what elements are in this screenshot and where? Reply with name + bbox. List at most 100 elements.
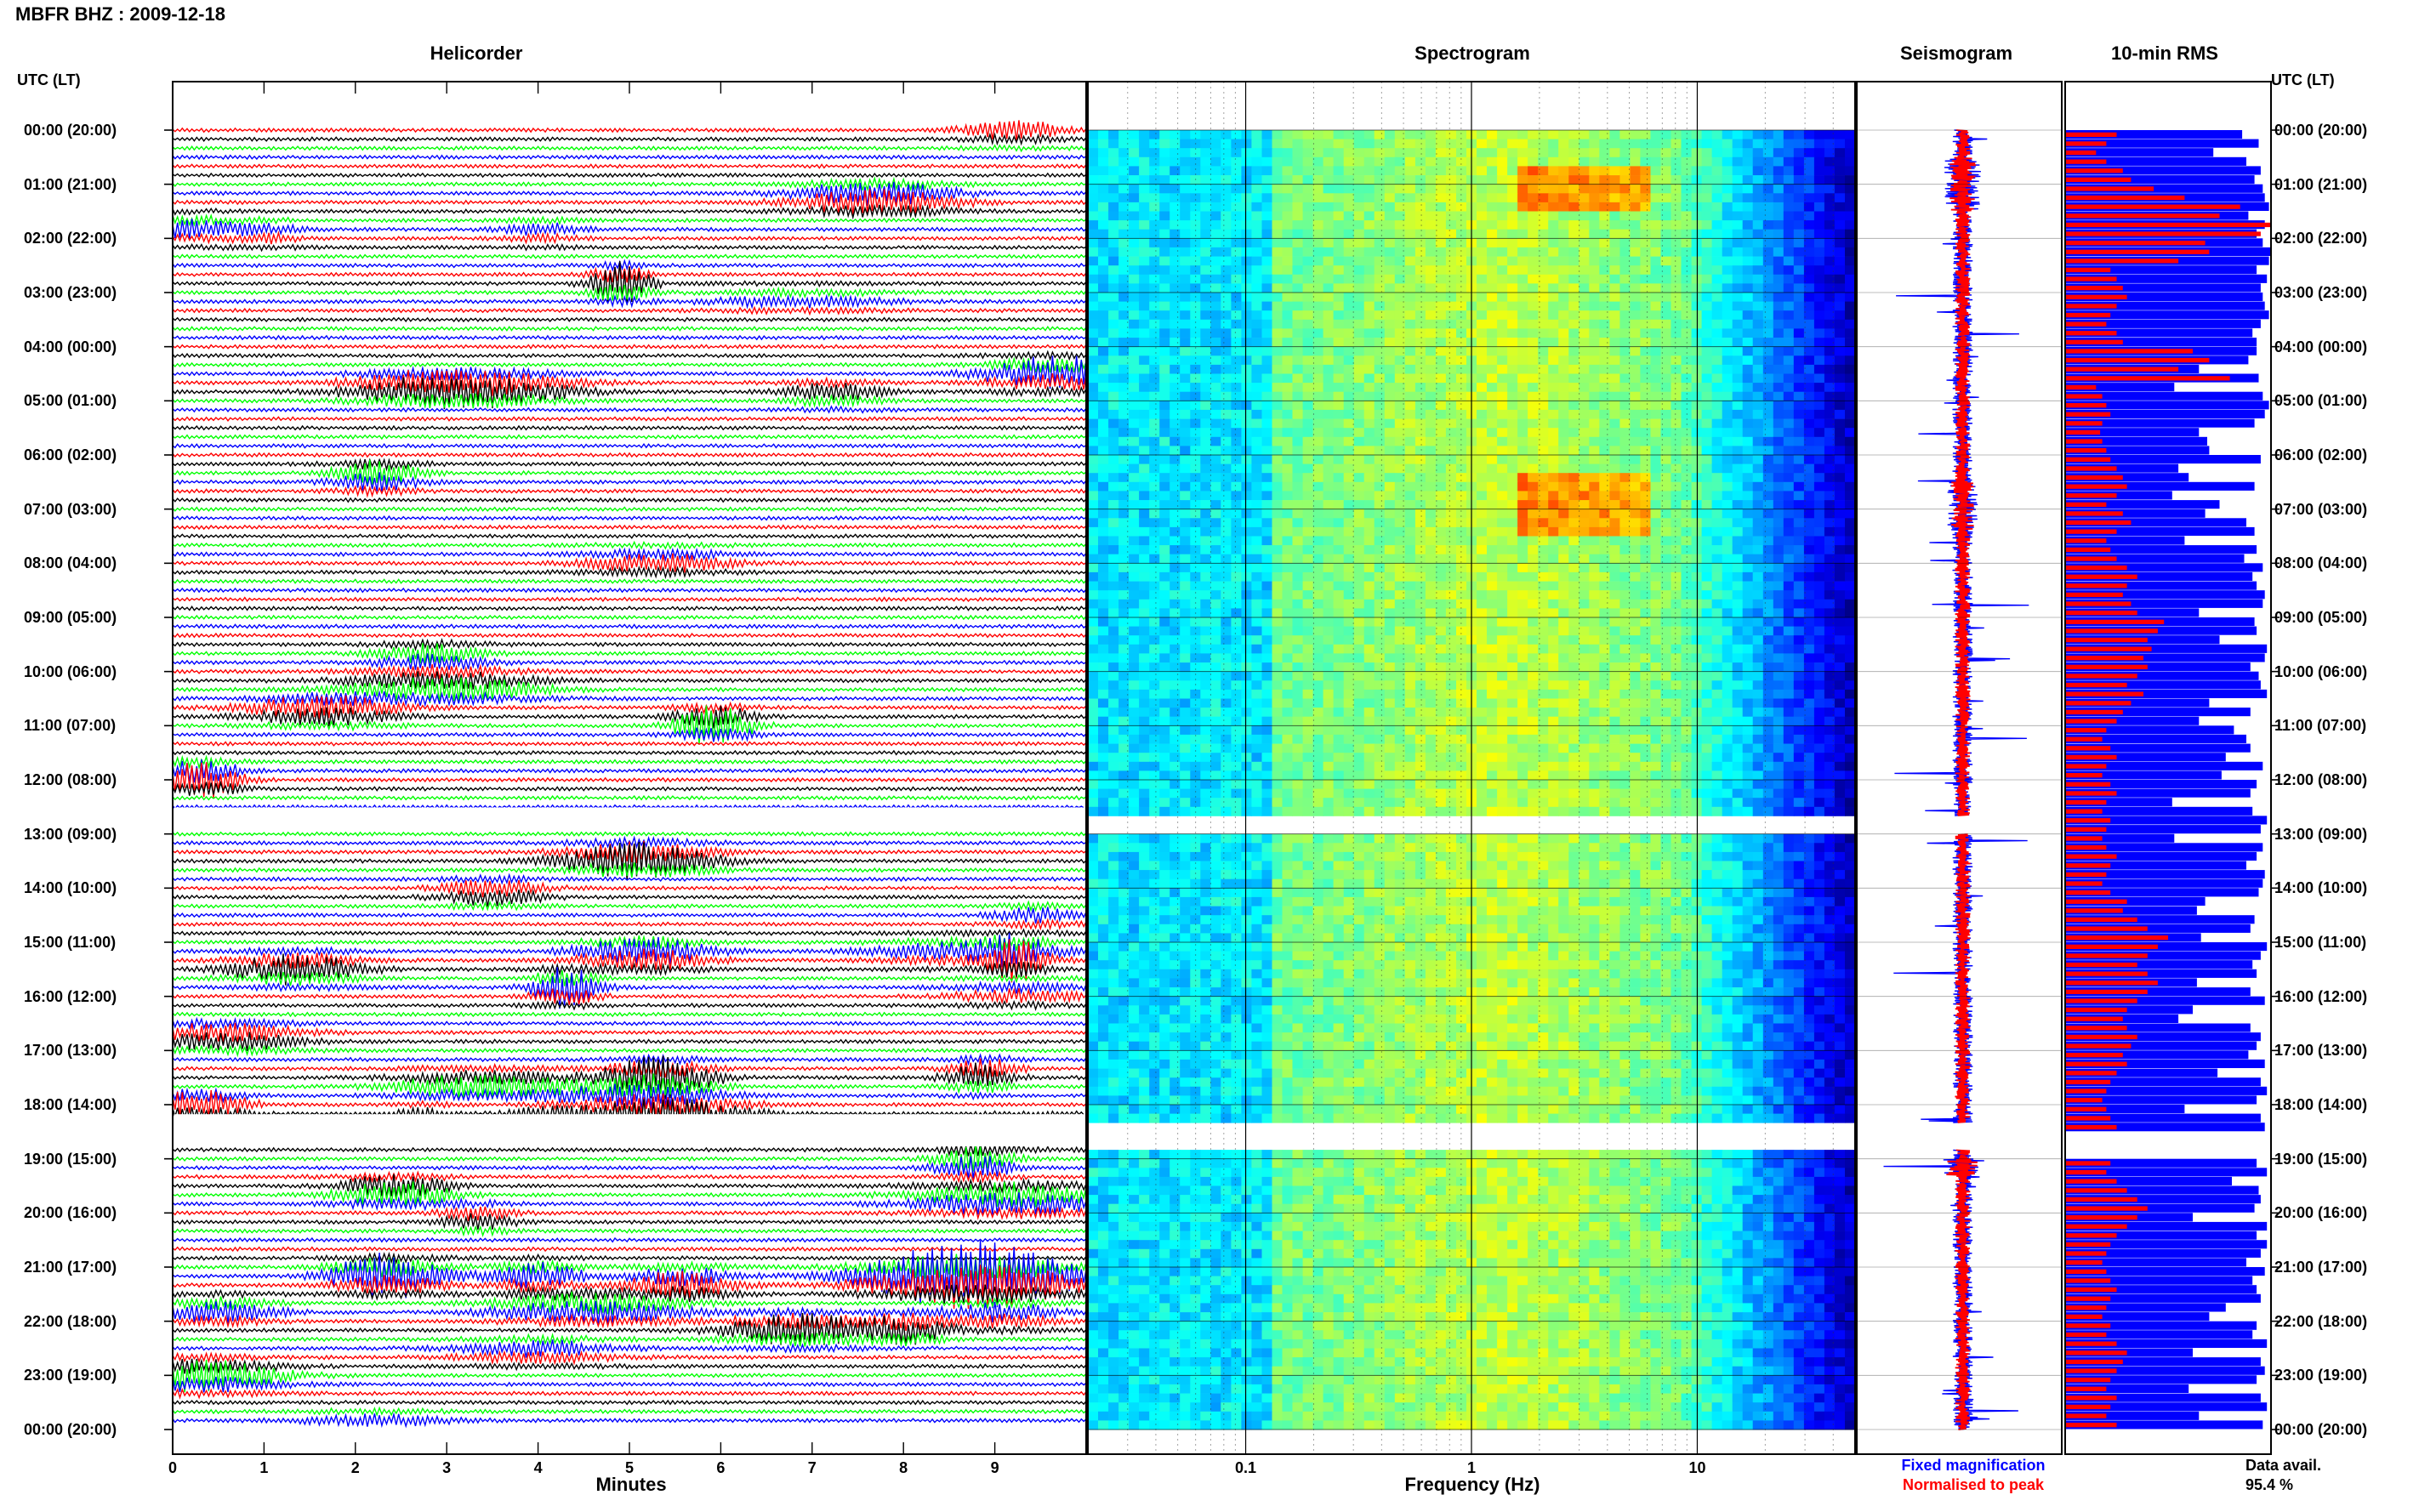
spectrogram-cell [1221, 500, 1232, 510]
spectrogram-cell [1333, 571, 1345, 582]
spectrogram-cell [1435, 338, 1447, 348]
spectrogram-cell [1517, 571, 1528, 582]
spectrogram-cell [1302, 653, 1314, 663]
spectrogram-cell [1711, 238, 1723, 248]
spectrogram-cell [1528, 156, 1539, 167]
spectrogram-cell [1671, 274, 1682, 284]
spectrogram-cell [1323, 130, 1335, 139]
spectrogram-cell [1630, 364, 1641, 374]
spectrogram-cell [1650, 238, 1662, 248]
spectrogram-cell [1363, 563, 1375, 573]
spectrogram-cell [1681, 301, 1693, 311]
spectrogram-cell [1813, 229, 1825, 239]
spectrogram-cell [1088, 563, 1099, 573]
spectrogram-cell [1221, 256, 1232, 266]
spectrogram-cell [1599, 238, 1610, 248]
spectrogram-cell [1251, 590, 1262, 600]
spectrogram-cell [1773, 536, 1784, 546]
spectrogram-cell [1579, 346, 1590, 356]
spectrogram-cell [1190, 193, 1201, 203]
spectrogram-cell [1845, 184, 1856, 194]
spectrogram-cell [1251, 346, 1262, 356]
spectrogram-cell [1312, 463, 1324, 474]
spectrogram-cell [1272, 509, 1283, 519]
spectrogram-cell [1497, 617, 1508, 627]
spectrogram-cell [1323, 328, 1335, 338]
spectrogram-cell [1773, 500, 1784, 510]
spectrogram-cell [1221, 283, 1232, 293]
spectrogram-cell [1732, 166, 1744, 176]
spectrogram-cell [1414, 148, 1426, 158]
spectrogram-cell [1517, 238, 1528, 248]
spectrogram-cell [1538, 338, 1549, 348]
spectrogram-cell [1170, 148, 1181, 158]
helicorder-trace [172, 533, 1087, 539]
spectrogram-cell [1129, 220, 1140, 230]
spectrogram-cell [1139, 599, 1150, 609]
spectrogram-cell [1261, 401, 1273, 411]
spectrogram-cell [1231, 156, 1242, 167]
spectrogram-cell [1845, 409, 1856, 419]
spectrogram-cell [1558, 202, 1569, 212]
spectrogram-cell [1159, 473, 1170, 483]
spectrogram-cell [1701, 428, 1713, 438]
spectrogram-cell [1129, 536, 1140, 546]
spectrogram-cell [1241, 671, 1252, 681]
spectrogram-cell [1640, 310, 1651, 321]
spectrogram-cell [1783, 418, 1795, 429]
spectrogram-cell [1487, 418, 1498, 429]
spectrogram-cell [1139, 662, 1150, 673]
spectrogram-cell [1507, 148, 1518, 158]
spectrogram-cell [1793, 455, 1805, 464]
spectrogram-cell [1762, 671, 1774, 681]
spectrogram-cell [1241, 545, 1252, 555]
spectrogram-cell [1384, 698, 1396, 708]
spectrogram-cell [1180, 310, 1191, 321]
spectrogram-cell [1435, 653, 1447, 663]
spectrogram-cell [1456, 175, 1467, 185]
spectrogram-cell [1671, 338, 1682, 348]
helicorder-trace [172, 695, 1087, 720]
spectrogram-cell [1599, 644, 1610, 654]
spectrogram-cell [1312, 662, 1324, 673]
spectrogram-cell [1292, 662, 1304, 673]
spectrogram-cell [1323, 346, 1335, 356]
spectrogram-cell [1088, 571, 1099, 582]
spectrogram-cell [1312, 373, 1324, 384]
spectrogram-cell [1497, 509, 1508, 519]
spectrogram-cell [1343, 491, 1355, 501]
spectrogram-cell [1221, 265, 1232, 276]
spectrogram-cell [1630, 418, 1641, 429]
spectrogram-cell [1773, 373, 1784, 384]
spectrogram-cell [1497, 211, 1508, 221]
spectrogram-cell [1292, 680, 1304, 691]
spectrogram-cell [1752, 211, 1764, 221]
spectrogram-cell [1374, 698, 1386, 708]
spectrogram-cell [1149, 184, 1160, 194]
spectrogram-cell [1425, 689, 1437, 699]
spectrogram-cell [1711, 571, 1723, 582]
spectrogram-cell [1108, 247, 1119, 257]
spectrogram-cell [1477, 428, 1488, 438]
spectrogram-cell [1477, 265, 1488, 276]
spectrogram-cell [1548, 644, 1559, 654]
spectrogram-cell [1363, 581, 1375, 591]
spectrogram-cell [1783, 346, 1795, 356]
spectrogram-cell [1282, 455, 1294, 464]
spectrogram-cell [1251, 680, 1262, 691]
spectrogram-cell [1456, 355, 1467, 366]
helicorder-trace [172, 1300, 1087, 1325]
spectrogram-cell [1190, 662, 1201, 673]
spectrogram-cell [1139, 418, 1150, 429]
spectrogram-cell [1170, 599, 1181, 609]
spectrogram-cell [1425, 319, 1437, 329]
spectrogram-cell [1180, 373, 1191, 384]
spectrogram-cell [1589, 130, 1600, 139]
spectrogram-cell [1353, 526, 1365, 537]
spectrogram-cell [1599, 319, 1610, 329]
spectrogram-cell [1813, 536, 1825, 546]
spectrogram-cell [1108, 446, 1119, 456]
spectrogram-cell [1149, 428, 1160, 438]
spectrogram-cell [1343, 247, 1355, 257]
spectrogram-cell [1139, 346, 1150, 356]
